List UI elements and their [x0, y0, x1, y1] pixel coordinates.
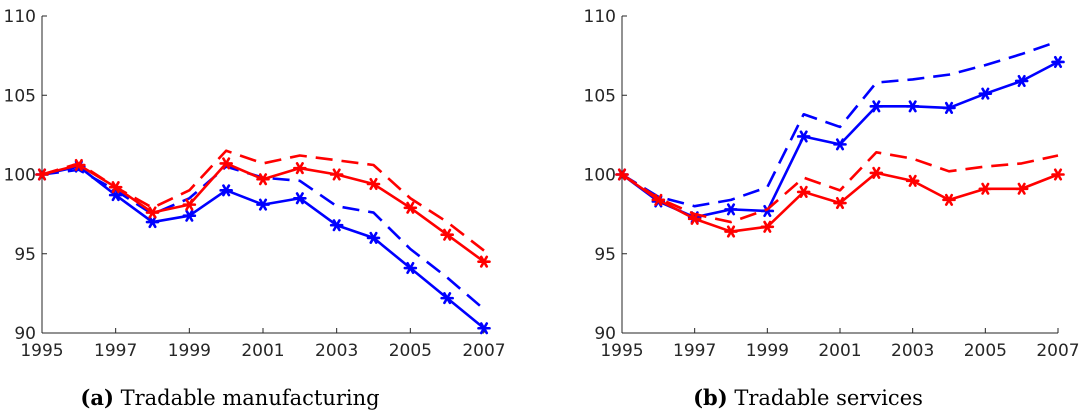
data-point-marker [477, 255, 491, 268]
x-tick-label: 1997 [94, 341, 137, 361]
data-point-marker [256, 173, 270, 186]
x-tick-label: 1999 [746, 341, 789, 361]
data-point-marker [440, 228, 454, 241]
x-tick-label: 1995 [20, 341, 63, 361]
y-tick-label: 95 [14, 245, 36, 265]
caption-label: (a) [80, 385, 113, 410]
data-point-marker [182, 209, 197, 222]
y-tick-label: 105 [584, 86, 616, 106]
y-tick-label: 110 [584, 7, 616, 27]
caption-label: (b) [693, 385, 728, 410]
data-point-marker [1014, 182, 1029, 195]
series-line-4 [41, 149, 485, 252]
data-point-marker [477, 322, 491, 335]
data-point-marker [145, 206, 160, 219]
x-tick-label: 1997 [673, 341, 716, 361]
data-point-marker [869, 166, 884, 179]
x-tick-label: 2001 [241, 341, 284, 361]
data-point-marker [978, 182, 993, 195]
data-point-marker [1051, 168, 1065, 181]
x-tick-label: 2007 [462, 341, 505, 361]
data-point-marker [329, 168, 344, 181]
series-line-4 [621, 151, 1059, 224]
data-point-marker [942, 101, 956, 114]
panel-caption: (b) Tradable services [693, 385, 923, 410]
x-tick-label: 1995 [600, 341, 643, 361]
data-point-marker [145, 215, 160, 229]
data-point-marker [833, 138, 847, 151]
y-tick-label: 100 [584, 166, 616, 186]
x-tick-label: 2001 [818, 341, 861, 361]
x-tick-label: 2005 [389, 341, 432, 361]
y-tick-label: 90 [594, 324, 616, 344]
x-tick-label: 2007 [1036, 341, 1079, 361]
data-point-marker [1051, 55, 1065, 69]
chart-panel-1: 90 95 100 105 110 1995 1997 1999 2001 2003 2005 200… [4, 7, 506, 410]
y-tick-label: 90 [14, 324, 36, 344]
data-point-marker [1014, 74, 1029, 88]
data-point-marker [942, 193, 956, 206]
y-tick-label: 95 [594, 245, 616, 265]
series-line-1 [621, 60, 1059, 219]
x-tick-label: 2005 [964, 341, 1007, 361]
caption-text: Tradable manufacturing [114, 386, 380, 410]
data-point-marker [182, 198, 197, 211]
data-point-marker [905, 174, 920, 187]
data-point-marker [219, 184, 233, 197]
series-line-2 [621, 40, 1059, 208]
panel-caption: (a) Tradable manufacturing [80, 385, 379, 410]
data-point-marker [796, 130, 811, 143]
data-point-marker [366, 231, 381, 244]
data-point-marker [219, 157, 233, 170]
data-point-marker [833, 196, 847, 210]
y-tick-label: 105 [4, 86, 36, 106]
data-point-marker [403, 261, 418, 275]
data-point-marker [440, 292, 454, 305]
data-point-marker [724, 225, 738, 238]
x-tick-label: 2003 [891, 341, 934, 361]
y-tick-label: 100 [4, 166, 36, 186]
data-point-marker [978, 87, 993, 100]
series-line-1 [41, 165, 485, 330]
data-point-marker [366, 177, 381, 191]
data-point-marker [403, 201, 418, 214]
chart-panel-2: 90 95 100 105 110 1995 1997 1999 2001 2003 2005 200… [584, 7, 1080, 410]
data-point-marker [724, 203, 738, 216]
x-tick-label: 2003 [315, 341, 358, 361]
caption-text: Tradable services [728, 386, 923, 410]
data-point-marker [329, 219, 344, 232]
data-point-marker [293, 162, 307, 175]
data-point-marker [293, 192, 307, 205]
data-point-marker [256, 198, 270, 211]
x-tick-label: 1999 [168, 341, 211, 361]
data-point-marker [760, 220, 775, 233]
data-point-marker [869, 100, 884, 113]
y-tick-label: 110 [4, 7, 36, 27]
data-point-marker [796, 185, 811, 198]
data-point-marker [905, 100, 920, 113]
